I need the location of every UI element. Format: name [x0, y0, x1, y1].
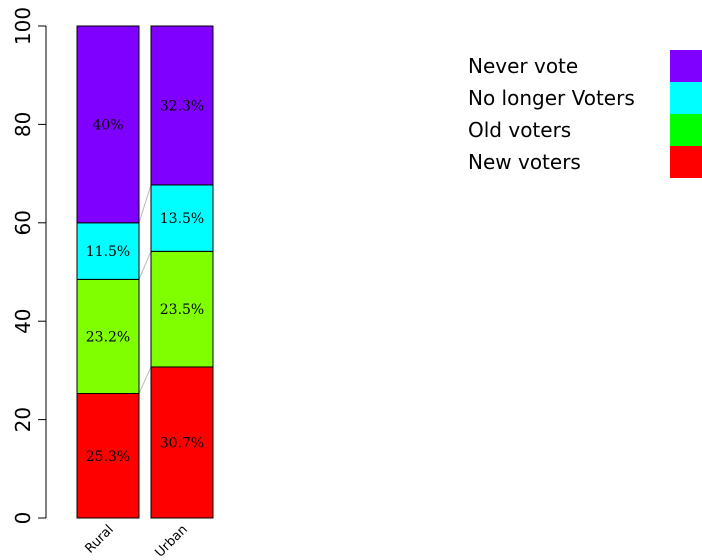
legend-label: New voters	[468, 150, 581, 174]
legend-label: No longer Voters	[468, 86, 635, 110]
bar-segment-no-longer-voters	[76, 222, 140, 280]
legend-swatch	[670, 114, 702, 146]
bar-segment-never-vote	[76, 25, 140, 224]
x-category-label: Urban	[152, 522, 190, 560]
segment-connector	[138, 184, 152, 223]
data-label: 30.7%	[160, 435, 204, 451]
bar-segment-old-voters	[150, 250, 214, 368]
y-tick-label: 60	[11, 210, 35, 235]
y-tick-label: 0	[11, 512, 35, 525]
data-label: 11.5%	[86, 244, 130, 260]
bar-segment-never-vote	[150, 25, 214, 186]
legend-swatch	[670, 82, 702, 114]
data-labels: 25.3% 23.2% 11.5% 40% 30.7% 23.5% 13.5% 32.3%	[86, 98, 204, 464]
y-tick-label: 80	[11, 112, 35, 137]
segment-connector	[138, 251, 152, 280]
bar-segment-no-longer-voters	[150, 184, 214, 252]
segment-connector	[138, 366, 152, 394]
data-label: 40%	[92, 117, 123, 133]
y-tick-label: 20	[11, 407, 35, 432]
y-axis: 0 20 40 60 80 100	[11, 7, 47, 525]
data-label: 32.3%	[160, 98, 204, 114]
legend-swatch	[670, 146, 702, 178]
y-tick-label: 40	[11, 308, 35, 333]
segment-connectors	[138, 184, 152, 394]
data-label: 23.2%	[86, 329, 130, 345]
legend: Never vote No longer Voters Old voters New …	[468, 50, 702, 178]
bar-segment-new-voters	[76, 393, 140, 519]
data-label: 25.3%	[86, 449, 130, 465]
legend-label: Never vote	[468, 54, 578, 78]
x-category-label: Rural	[82, 522, 116, 556]
bars	[76, 25, 214, 519]
bar-segment-old-voters	[76, 278, 140, 395]
y-tick-label: 100	[11, 7, 35, 45]
data-label: 23.5%	[160, 302, 204, 318]
data-label: 13.5%	[160, 211, 204, 227]
x-axis-labels: Rural Urban	[82, 522, 190, 560]
bar-segment-new-voters	[150, 366, 214, 519]
legend-label: Old voters	[468, 118, 571, 142]
legend-swatch	[670, 50, 702, 82]
